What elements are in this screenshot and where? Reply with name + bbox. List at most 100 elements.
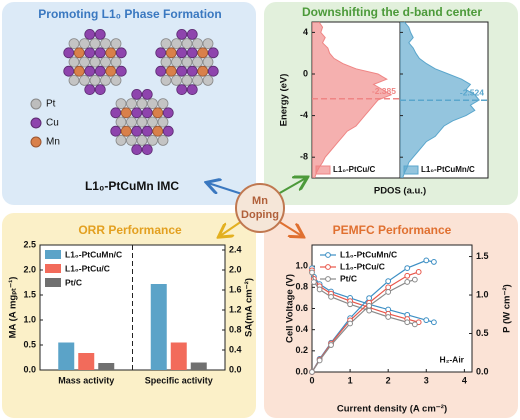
center-badge — [235, 183, 285, 233]
atom — [176, 29, 188, 40]
y-tick-label: 0.0 — [295, 366, 308, 376]
annotation: H₂-Air — [439, 354, 464, 364]
point — [404, 319, 411, 326]
atom — [186, 65, 198, 77]
point — [309, 369, 315, 375]
legend-label: L1₀-PtCu/C — [340, 261, 385, 271]
atom — [89, 38, 101, 49]
atom — [84, 47, 96, 59]
y-tick-label: -8 — [300, 152, 308, 162]
atom — [120, 107, 132, 119]
point — [311, 279, 317, 285]
series-line — [311, 279, 416, 373]
legend-label: Cu — [46, 118, 59, 129]
atom — [100, 75, 111, 86]
atom — [105, 65, 117, 77]
atom — [176, 65, 188, 77]
point — [411, 276, 418, 283]
atom — [141, 107, 153, 119]
atom — [202, 75, 214, 86]
legend-marker — [325, 276, 331, 282]
atom — [131, 144, 143, 156]
atom — [192, 75, 203, 86]
panel-title: Promoting L1₀ Phase Formation — [38, 7, 221, 21]
point — [411, 321, 418, 328]
legend-label: L1₀-PtCuMn/C — [421, 165, 475, 174]
atom — [79, 38, 90, 49]
atom — [147, 134, 158, 146]
atom — [165, 65, 177, 77]
atom-swatch — [30, 136, 42, 148]
atom — [136, 134, 148, 146]
atom — [160, 75, 172, 86]
y-tick-label: 4 — [303, 27, 308, 37]
atom — [120, 125, 132, 137]
atom-legend: Pt Cu Mn — [30, 98, 60, 148]
atom — [197, 47, 209, 59]
legend-swatch — [45, 264, 61, 273]
atom — [94, 47, 106, 59]
atom — [157, 134, 169, 146]
point — [347, 320, 353, 327]
atom — [141, 89, 153, 100]
arrow — [277, 178, 306, 195]
center-label: Mn — [252, 195, 268, 207]
point — [431, 319, 437, 326]
plot-area — [311, 244, 473, 373]
x-tick-label: 4 — [462, 375, 467, 385]
point — [385, 314, 392, 320]
legend-swatch — [315, 165, 331, 175]
legend-marker — [325, 252, 331, 258]
atom — [105, 47, 117, 59]
point — [328, 293, 334, 300]
y-tick-label: 1.0 — [295, 261, 308, 271]
atom — [176, 84, 188, 95]
atom — [84, 65, 96, 77]
atom — [181, 56, 193, 68]
bar — [190, 362, 207, 370]
x-tick-label: 1 — [348, 375, 353, 385]
legend-swatch — [403, 165, 419, 175]
atom — [160, 38, 172, 49]
y-tick-label: 1.0 — [23, 314, 36, 324]
atom — [126, 98, 137, 109]
atom — [131, 107, 143, 119]
atom — [136, 98, 148, 109]
bar — [170, 342, 187, 370]
pdos-line — [402, 21, 480, 179]
atom — [171, 38, 182, 49]
atom — [84, 29, 96, 40]
pdos-area — [312, 22, 392, 178]
atom — [89, 75, 101, 86]
y2-axis-title: P (W cm⁻²) — [502, 284, 513, 333]
legend-label: Mn — [46, 137, 60, 148]
y-tick-label: 0.0 — [229, 364, 242, 374]
arrow — [277, 220, 302, 236]
atom — [73, 47, 85, 59]
y-tick-label: 1.5 — [476, 251, 489, 261]
y-axis-title: MA (A mgₚₜ⁻¹) — [8, 277, 19, 339]
point — [404, 272, 411, 279]
y-tick-label: 0.6 — [295, 303, 308, 313]
bar — [150, 284, 167, 370]
y-tick-label: 0.5 — [23, 339, 36, 349]
legend-swatch — [45, 250, 61, 259]
atom — [152, 107, 164, 119]
atom — [207, 65, 219, 77]
atom — [68, 56, 80, 68]
y-tick-label: -4 — [300, 110, 308, 120]
atom — [165, 47, 177, 59]
atom — [202, 38, 214, 49]
atom — [110, 125, 122, 137]
point — [415, 269, 422, 275]
atom — [186, 84, 198, 95]
atom — [157, 98, 169, 109]
panel-title: ORR Performance — [78, 223, 182, 237]
point — [347, 301, 353, 308]
legend-marker — [325, 264, 331, 270]
atom — [181, 38, 193, 49]
bar — [58, 342, 75, 370]
atom — [136, 116, 148, 128]
y-axis-title: Energy (eV) — [279, 74, 290, 127]
atom — [141, 125, 153, 137]
